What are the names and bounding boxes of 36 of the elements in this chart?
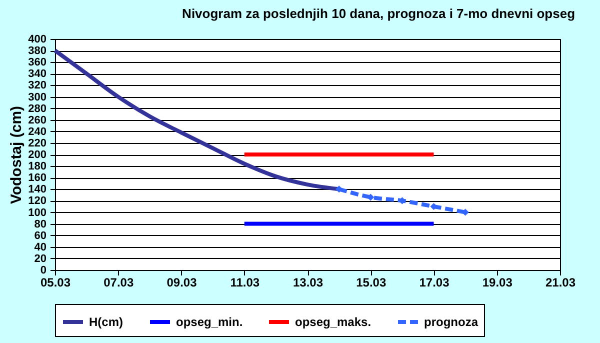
x-tick-label: 07.03	[104, 276, 134, 290]
x-tick-label: 21.03	[545, 276, 576, 290]
y-tick-label: 400	[28, 34, 46, 46]
y-tick-label: 140	[28, 184, 46, 196]
y-tick-label: 20	[34, 252, 46, 265]
legend-label: prognoza	[424, 315, 478, 329]
x-tick-label: 13.03	[292, 276, 324, 290]
chart-title: Nivogram za poslednjih 10 dana, prognoza i 7-mo dnevni opseg	[182, 6, 576, 21]
y-tick-label: 220	[28, 137, 46, 150]
y-tick-label: 160	[28, 172, 46, 184]
x-tick-label: 11.03	[230, 276, 260, 290]
y-tick-label: 360	[28, 56, 46, 69]
y-tick-label: 40	[34, 241, 46, 254]
y-tick-label: 340	[28, 68, 46, 80]
y-tick-label: 80	[34, 218, 46, 230]
legend-label: opseg_maks.	[295, 315, 372, 329]
x-tick-label: 19.03	[482, 276, 513, 290]
y-tick-label: 240	[28, 126, 46, 138]
y-tick-label: 60	[34, 230, 46, 242]
y-tick-label: 100	[28, 206, 46, 219]
y-tick-label: 300	[28, 91, 46, 104]
y-tick-label: 380	[28, 45, 46, 58]
x-tick-label: 05.03	[40, 276, 71, 290]
y-tick-label: 320	[28, 80, 46, 92]
y-axis-title: Vodostaj (cm)	[8, 106, 26, 204]
y-tick-label: 0	[40, 264, 46, 276]
x-tick-label: 09.03	[166, 276, 198, 290]
legend-label: H(cm)	[89, 315, 124, 329]
x-tick-label: 17.03	[419, 276, 450, 290]
x-tick-label: 15.03	[356, 276, 386, 290]
y-tick-label: 260	[28, 114, 46, 126]
y-tick-label: 180	[28, 160, 46, 173]
y-tick-label: 280	[28, 102, 46, 115]
legend-label: opseg_min.	[176, 315, 243, 329]
y-tick-label: 200	[28, 149, 46, 161]
y-tick-label: 120	[28, 195, 46, 208]
